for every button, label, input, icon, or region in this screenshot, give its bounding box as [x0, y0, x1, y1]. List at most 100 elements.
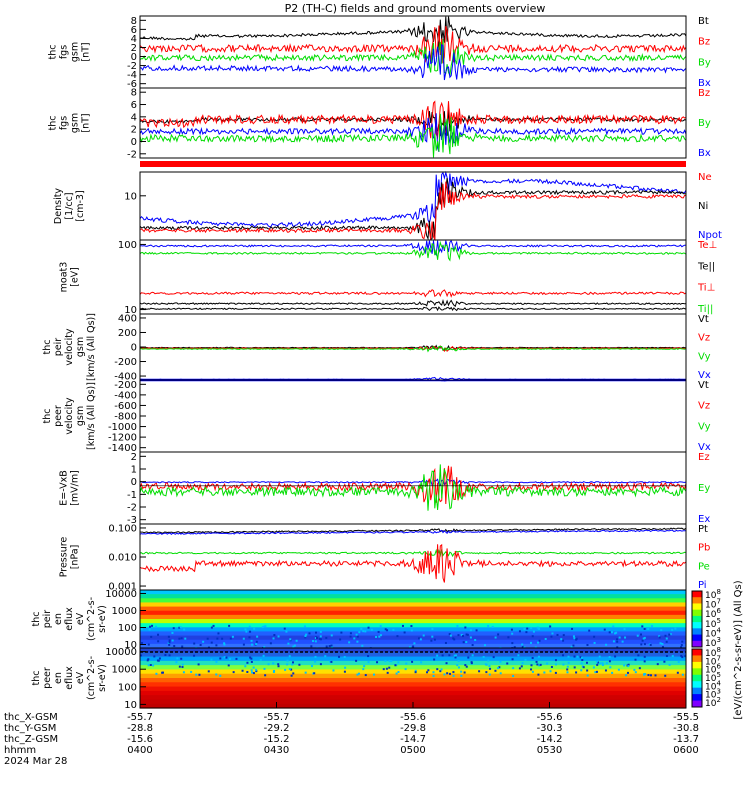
spectrogram-pixel — [517, 654, 520, 657]
y-tick-label: -200 — [114, 380, 137, 391]
colorbar-label: [eV/(cm^2-s-sr-eV)] (All Qs) — [733, 580, 744, 719]
spectrogram-pixel — [512, 667, 515, 670]
spectrogram-pixel — [604, 669, 607, 672]
spectrogram-pixel — [549, 625, 552, 628]
spectrogram-band — [140, 656, 686, 662]
spectrogram-pixel — [605, 662, 608, 665]
spectrogram-pixel — [491, 625, 494, 628]
spectrogram-pixel — [217, 632, 220, 635]
spectrogram-pixel — [465, 633, 468, 636]
spectrogram-pixel — [157, 640, 160, 643]
spectrogram-pixel — [405, 662, 408, 665]
spectrogram-pixel — [441, 654, 444, 657]
spectrogram-pixel — [292, 661, 295, 664]
spectrogram-pixel — [448, 654, 451, 657]
y-tick-label: -6 — [127, 79, 137, 90]
spectrogram-pixel — [315, 631, 318, 634]
spectrogram-pixel — [248, 625, 251, 628]
spectrogram-pixel — [478, 670, 481, 673]
spectrogram-pixel — [158, 657, 161, 660]
spectrogram-pixel — [586, 674, 589, 677]
spectrogram-pixel — [283, 627, 286, 630]
spectrogram-pixel — [586, 669, 589, 672]
spectrogram-pixel — [444, 641, 447, 644]
spectrogram-pixel — [319, 630, 322, 633]
spectrogram-pixel — [649, 674, 652, 677]
spectrogram-pixel — [546, 662, 549, 665]
legend-entry: Ti⊥ — [697, 283, 715, 294]
spectrogram-pixel — [263, 646, 266, 649]
spectrogram-pixel — [531, 656, 534, 659]
y-tick-label: 100 — [118, 682, 137, 693]
spectrogram-pixel — [634, 658, 637, 661]
spectrogram-pixel — [485, 671, 488, 674]
spectrogram-pixel — [474, 639, 477, 642]
plot-date: 2024 Mar 28 — [4, 756, 67, 767]
spectrogram-pixel — [182, 671, 185, 674]
spectrogram-pixel — [392, 628, 395, 631]
x-row-label: thc_Z-GSM — [4, 734, 58, 745]
spectrogram-pixel — [384, 659, 387, 662]
spectrogram-pixel — [457, 634, 460, 637]
legend-entry: Ni — [698, 201, 708, 212]
colorbar-segment — [692, 640, 702, 648]
spectrogram-pixel — [643, 673, 646, 676]
spectrogram-pixel — [210, 658, 213, 661]
spectrogram-pixel — [206, 637, 209, 640]
panel-fgs-gsm-2: 864 20-2 thc fgs gsm [nT] Bz By Bx — [48, 87, 711, 160]
spectrogram-pixel — [410, 625, 413, 628]
spectrogram-pixel — [379, 634, 382, 637]
spectrogram-pixel — [626, 671, 629, 674]
spectrogram-pixel — [511, 632, 514, 635]
spectrogram-pixel — [497, 633, 500, 636]
spectrogram-pixel — [168, 654, 171, 657]
spectrogram-pixel — [520, 665, 523, 668]
spectrogram-pixel — [385, 667, 388, 670]
y-tick-label: -400 — [114, 390, 137, 401]
spectrogram-pixel — [227, 664, 230, 667]
spectrogram-pixel — [551, 632, 554, 635]
spectrogram-pixel — [255, 668, 258, 671]
legend-entry: Vz — [698, 333, 710, 344]
y-axis-label: gsm — [70, 113, 81, 133]
spectrogram-pixel — [488, 665, 491, 668]
spectrogram-pixel — [680, 654, 683, 657]
legend-entry: Ti|| — [697, 304, 713, 315]
spectrogram-pixel — [324, 655, 327, 658]
spectrogram-pixel — [530, 668, 533, 671]
spectrogram-pixel — [413, 642, 416, 645]
spectrogram-pixel — [550, 665, 553, 668]
spectrogram-pixel — [249, 630, 252, 633]
spectrogram-pixel — [379, 625, 382, 628]
y-tick-label: -1200 — [108, 433, 137, 444]
spectrogram-pixel — [431, 628, 434, 631]
spectrogram-pixel — [594, 671, 597, 674]
spectrogram-band — [140, 602, 686, 608]
spectrogram-band — [140, 682, 686, 688]
colorbar-segment — [692, 603, 702, 611]
y-axis-label: [cm-3] — [75, 190, 86, 221]
spectrogram-pixel — [562, 663, 565, 666]
spectrogram-pixel — [436, 654, 439, 657]
spectrogram-pixel — [595, 660, 598, 663]
y-axis-label: [eV] — [70, 267, 81, 287]
spectrogram-pixel — [330, 634, 333, 637]
spectrogram-pixel — [357, 672, 360, 675]
y-tick-label: 10 — [124, 191, 137, 202]
spectrogram-pixel — [246, 661, 249, 664]
spectrogram-pixel — [343, 655, 346, 658]
legend-entry: Vy — [698, 421, 711, 432]
spectrogram-pixel — [330, 646, 333, 649]
spectrogram-pixel — [259, 658, 262, 661]
y-tick-label: -400 — [114, 372, 137, 383]
spectrogram-pixel — [223, 656, 226, 659]
spectrogram-pixel — [229, 637, 232, 640]
spectrogram-pixel — [431, 635, 434, 638]
series-temperature-2 — [139, 289, 687, 298]
spectrogram-pixel — [612, 640, 615, 643]
spectrogram-pixel — [681, 673, 684, 676]
spectrogram-pixel — [566, 671, 569, 674]
spectrogram-pixel — [364, 630, 367, 633]
spectrogram-pixel — [665, 640, 668, 643]
spectrogram-pixel — [358, 631, 361, 634]
